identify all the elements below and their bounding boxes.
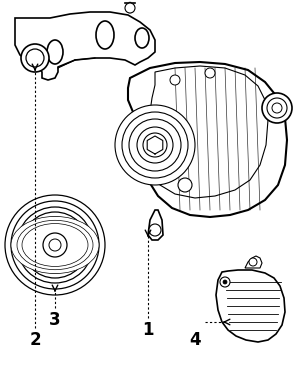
Circle shape — [149, 224, 161, 236]
Circle shape — [129, 119, 181, 171]
Circle shape — [115, 105, 195, 185]
Circle shape — [43, 233, 67, 257]
Circle shape — [33, 223, 77, 267]
Ellipse shape — [17, 220, 93, 270]
Circle shape — [137, 127, 173, 163]
Circle shape — [262, 93, 292, 123]
Polygon shape — [148, 210, 163, 240]
Circle shape — [223, 280, 227, 284]
Ellipse shape — [22, 223, 88, 266]
Circle shape — [11, 201, 99, 289]
Ellipse shape — [135, 28, 149, 48]
Circle shape — [21, 44, 49, 72]
Ellipse shape — [96, 21, 114, 49]
Circle shape — [5, 195, 105, 295]
Circle shape — [272, 103, 282, 113]
Circle shape — [178, 178, 192, 192]
Polygon shape — [150, 66, 268, 198]
Circle shape — [249, 258, 257, 266]
Circle shape — [170, 75, 180, 85]
Circle shape — [17, 207, 93, 283]
Circle shape — [49, 239, 61, 251]
Polygon shape — [216, 270, 285, 342]
Text: 1: 1 — [142, 321, 154, 339]
Circle shape — [143, 133, 167, 157]
Circle shape — [122, 112, 188, 178]
Circle shape — [27, 217, 83, 273]
Ellipse shape — [11, 216, 99, 273]
Circle shape — [22, 212, 88, 278]
Circle shape — [220, 277, 230, 287]
Text: 4: 4 — [189, 331, 201, 349]
Polygon shape — [15, 12, 155, 80]
Polygon shape — [128, 62, 287, 217]
Circle shape — [26, 49, 44, 67]
Circle shape — [205, 68, 215, 78]
Circle shape — [267, 98, 287, 118]
Text: 3: 3 — [49, 311, 61, 329]
Text: 2: 2 — [29, 331, 41, 349]
Circle shape — [125, 3, 135, 13]
Ellipse shape — [47, 40, 63, 64]
Polygon shape — [245, 256, 262, 268]
